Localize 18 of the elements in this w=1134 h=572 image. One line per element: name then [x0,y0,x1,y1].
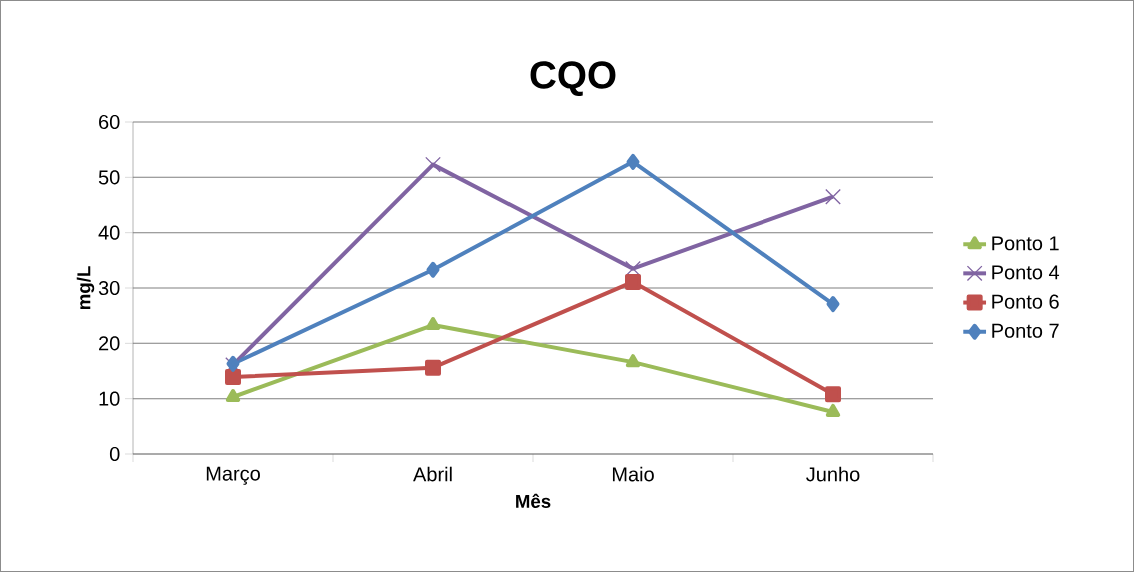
legend-label: Ponto 4 [992,265,1060,280]
legend-label: Ponto 7 [992,323,1059,338]
x-axis-title: Mês [516,493,551,508]
legend-label: Ponto 6 [992,294,1059,309]
y-tick-label: 20 [99,336,120,351]
x-tick-label: Abril [413,466,452,482]
y-tick-label: 50 [98,170,120,185]
y-tick-label: 10 [99,391,120,406]
y-axis-title: mg/L [76,266,95,310]
y-tick-label: 40 [98,225,120,240]
chart-title: CQO [530,61,616,96]
y-tick-label: 0 [109,446,120,462]
legend-label: Ponto 1 [992,236,1059,251]
y-tick-label: 60 [99,114,120,130]
x-tick-label: Junho [806,466,860,482]
y-tick-label: 30 [98,280,120,296]
x-tick-label: Março [206,466,260,485]
x-tick-label: Maio [612,466,654,482]
